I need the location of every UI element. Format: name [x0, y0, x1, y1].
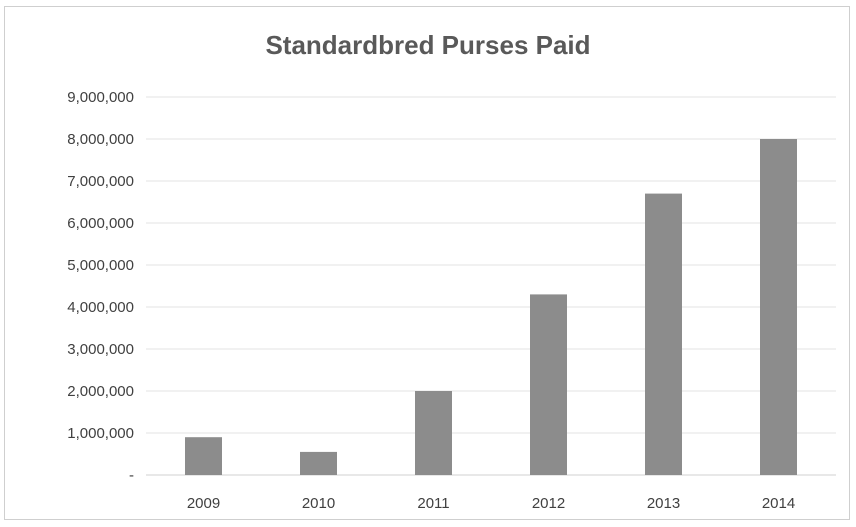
x-category-label: 2010 — [302, 495, 335, 512]
x-category-label: 2013 — [647, 495, 680, 512]
x-axis-category-labels: 2009 2010 2011 2012 2013 2014 — [187, 495, 795, 512]
x-category-label: 2012 — [532, 495, 565, 512]
gridlines — [146, 96, 836, 476]
bar-2014 — [760, 139, 797, 475]
y-tick-label: 2,000,000 — [67, 383, 134, 400]
bar-2012 — [530, 294, 567, 475]
y-tick-label: 5,000,000 — [67, 257, 134, 274]
y-tick-label: 7,000,000 — [67, 173, 134, 190]
x-category-label: 2011 — [417, 495, 449, 512]
bar-2010 — [300, 451, 337, 475]
x-category-label: 2009 — [187, 495, 220, 512]
y-tick-label: 4,000,000 — [67, 299, 134, 316]
y-tick-label: 3,000,000 — [67, 341, 134, 358]
y-tick-label: 9,000,000 — [67, 89, 134, 106]
chart-title: Standardbred Purses Paid — [265, 30, 591, 60]
y-axis-tick-labels: - 1,000,000 2,000,000 3,000,000 4,000,000 5,0… — [67, 89, 134, 484]
y-tick-label: 8,000,000 — [67, 131, 134, 148]
bars — [185, 139, 797, 475]
bar-2013 — [645, 193, 682, 475]
y-tick-label: 1,000,000 — [67, 425, 134, 442]
x-category-label: 2014 — [762, 495, 795, 512]
bar-2011 — [415, 391, 452, 475]
y-tick-label: 6,000,000 — [67, 215, 134, 232]
y-tick-label: - — [129, 467, 134, 484]
bar-2009 — [185, 437, 222, 475]
